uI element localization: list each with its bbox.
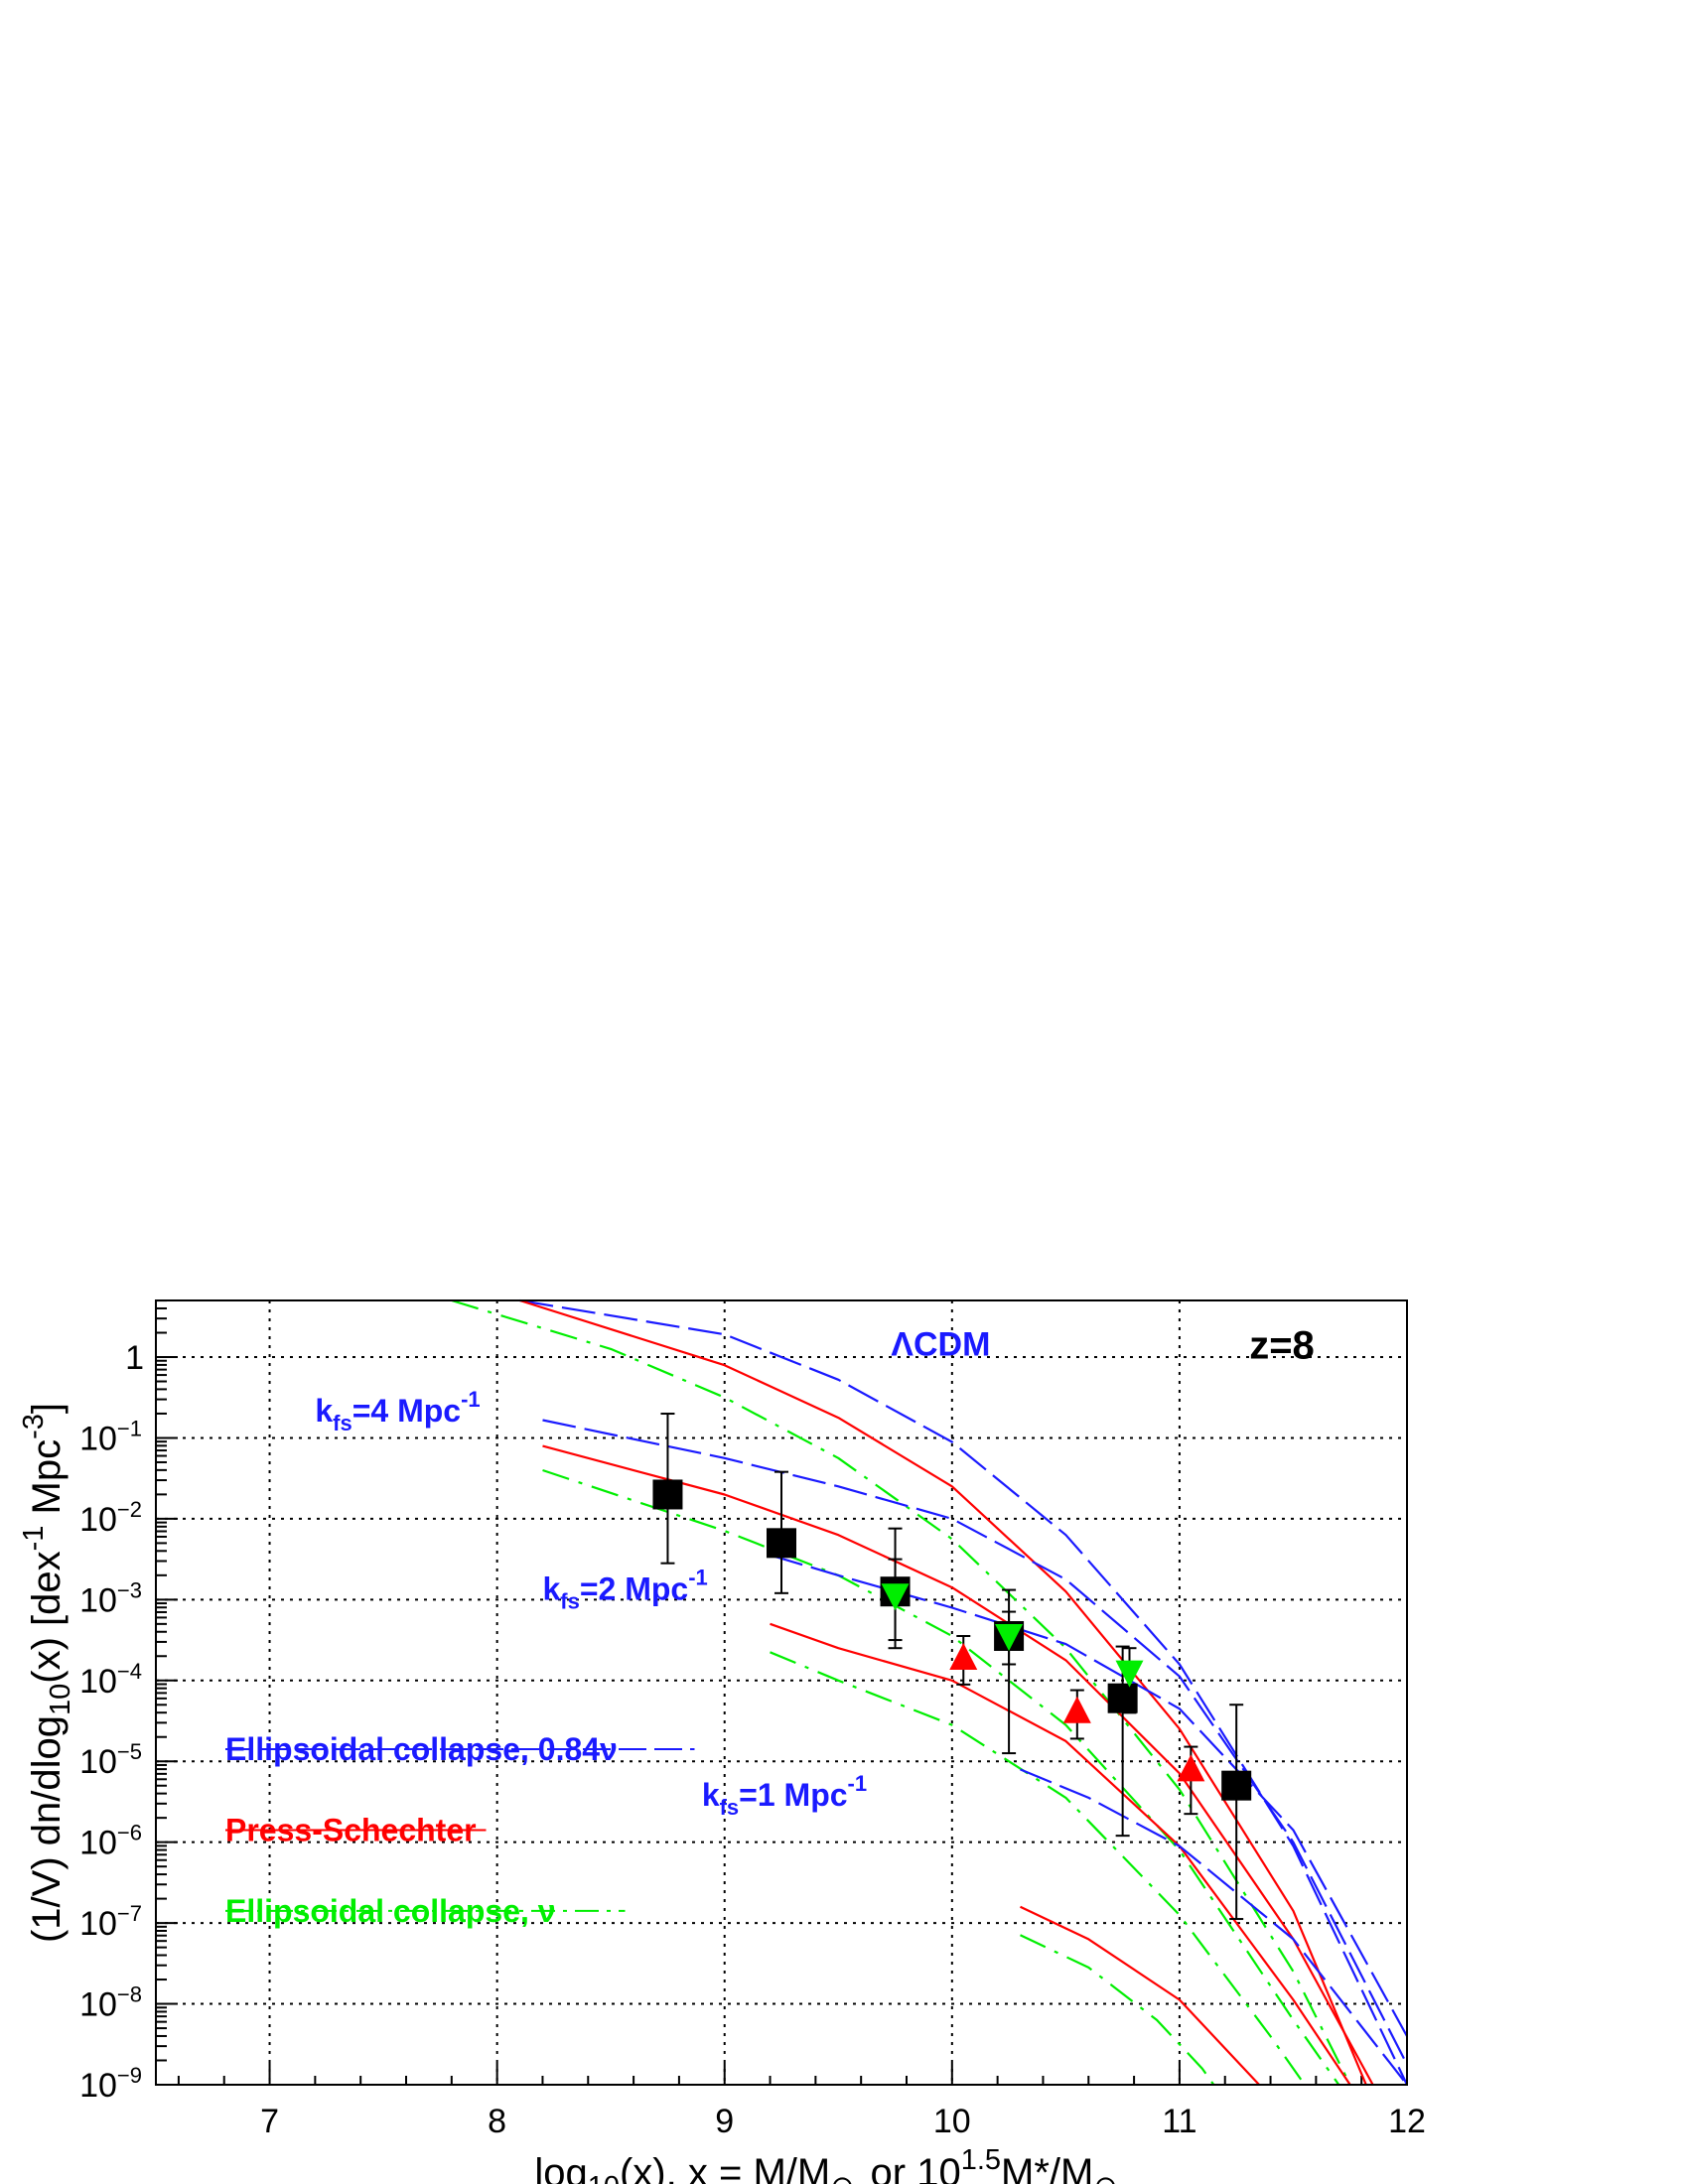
kfs-subscript: fs [333,1411,352,1435]
y-tick-exponent: −5 [117,1739,142,1764]
square-marker [1107,1683,1138,1713]
data-points [652,1413,1252,1921]
model-curves [451,1298,1408,2086]
y-tick-label: 10−3 [79,1577,142,1619]
curve-green-lcdm [451,1298,1351,2086]
x-tick-label: 9 [715,2103,734,2140]
y-tick-exponent: −4 [117,1659,142,1684]
annotation-lcdm: ΛCDM [891,1325,990,1363]
y-tick-base: 10 [79,1986,117,2024]
y-axis-label: (1/V) dn/dlog10(x) [dex-1 Mpc-3] [18,1403,76,1943]
x-axis-label: log10(x), x = M/M⊙or 101.5M*/M⊙ [534,2144,1117,2184]
y-label-a-sub: 10 [45,1684,76,1715]
y-tick-base: 10 [79,1825,117,1862]
curve-red-kfs1 [1020,1905,1260,2086]
plot-frame [155,1299,1408,2086]
y-tick-label: 10−7 [79,1901,142,1943]
x-label-mid: (x), x = M/M [620,2151,830,2184]
x-tick-labels: 7 8 9 10 11 12 [260,2103,1426,2140]
y-tick-base: 10 [79,1501,117,1539]
y-label-b-sup: -1 [18,1526,50,1552]
x-tick-label: 7 [260,2103,279,2140]
y-tick-base: 10 [79,1905,117,1943]
curve-red-kfs2 [770,1622,1351,2086]
y-tick-base: 10 [79,1743,117,1781]
x-label-tail: M*/M [1001,2151,1093,2184]
y-tick-exponent: −6 [117,1821,142,1845]
curve-blue-kfs1 [1020,1768,1408,2086]
square-marker [1221,1770,1252,1801]
annotation-kfs1: kfs=1 Mpc-1 [702,1771,867,1820]
curve-green-kfs4 [542,1468,1340,2086]
curve-red-lcdm [519,1298,1367,2086]
y-tick-base: 10 [79,1420,117,1457]
y-tick-exponent: −9 [117,2063,142,2088]
kfs-superscript: -1 [848,1771,868,1796]
y-label-c: Mpc [25,1439,69,1526]
y-tick-label: 10−2 [79,1497,142,1539]
legend: Ellipsoidal collapse, 0.84νPress-Schecht… [225,1731,695,1929]
x-label-or-sup: 1.5 [961,2144,1001,2176]
y-tick-label: 10−5 [79,1739,142,1781]
triangle-up-marker [949,1642,978,1670]
y-tick-exponent: −7 [117,1901,142,1926]
y-tick-base: 10 [79,1581,117,1619]
y-tick-base: 10 [79,1663,117,1701]
x-label-or: or 10 [871,2151,961,2184]
triangle-down-marker [995,1623,1024,1651]
y-label-a: (1/V) dn/dlog [25,1715,69,1943]
y-tick-label: 10−9 [79,2063,142,2105]
y-tick-label: 10−4 [79,1659,142,1701]
curve-blue-kfs2 [770,1554,1408,2037]
x-tick-label: 10 [933,2103,971,2140]
y-tick-exponent: −8 [117,1982,142,2007]
y-tick-label: 10−8 [79,1982,142,2024]
y-tick-exponent: −1 [117,1416,142,1440]
y-label-b: (x) [dex [25,1551,69,1683]
kfs-k: k [315,1393,333,1429]
minor-ticks [156,1299,1408,2086]
kfs-superscript: -1 [688,1565,708,1589]
y-tick-labels: 110−110−210−310−410−510−610−710−810−9 [79,1339,144,2105]
triangle-up-marker [1062,1696,1091,1723]
kfs-subscript: fs [720,1795,740,1820]
annotation-kfs2: kfs=2 Mpc-1 [542,1565,707,1613]
x-tick-label: 11 [1162,2103,1196,2140]
kfs-value: =2 Mpc [580,1570,688,1606]
triangle-down-marker [881,1583,910,1611]
curve-green-kfs2 [770,1651,1306,2086]
y-label-c-sup: -3 [18,1414,50,1439]
annotation-kfs4: kfs=4 Mpc-1 [315,1387,480,1435]
y-tick-label: 1 [125,1339,144,1377]
kfs-subscript: fs [560,1588,580,1613]
square-marker [652,1479,683,1510]
sun-symbol-2: ⊙ [1093,2171,1117,2184]
annotation-z: z=8 [1249,1324,1315,1368]
x-tick-label: 8 [488,2103,506,2140]
kfs-value: =4 Mpc [352,1393,461,1429]
kfs-k: k [702,1777,720,1813]
curve-green-kfs1 [1020,1934,1215,2086]
kfs-k: k [542,1570,560,1606]
x-tick-label: 12 [1388,2103,1426,2140]
kfs-superscript: -1 [461,1387,481,1412]
y-tick-label: 10−6 [79,1821,142,1862]
triangle-up-marker [1177,1754,1205,1782]
y-tick-exponent: −2 [117,1497,142,1522]
square-marker [767,1528,796,1559]
y-tick-exponent: −3 [117,1577,142,1602]
triangle-down-marker [1115,1660,1144,1688]
curve-blue-kfs4 [542,1419,1408,2066]
y-tick-base: 10 [79,2067,117,2105]
x-label-prefix: log [534,2151,587,2184]
sun-symbol-1: ⊙ [830,2171,854,2184]
y-tick-label: 10−1 [79,1416,142,1457]
x-label-prefix-sub: 10 [588,2171,620,2184]
kfs-value: =1 Mpc [739,1777,847,1813]
y-label-d: ] [25,1403,69,1414]
